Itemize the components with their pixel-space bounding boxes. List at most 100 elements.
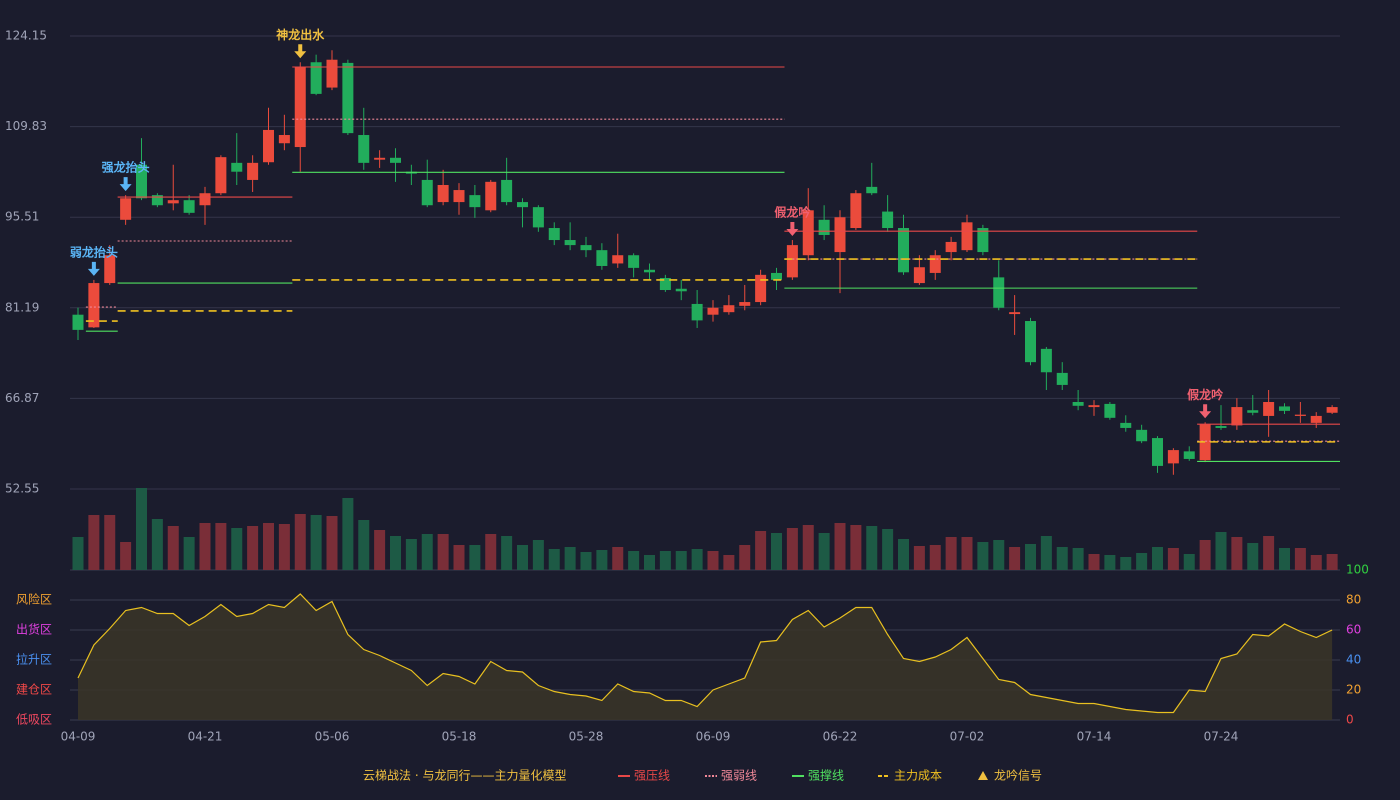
volume-bar	[1025, 544, 1036, 570]
candle-body	[167, 200, 179, 204]
volume-bar	[1183, 554, 1195, 570]
candle-body	[199, 193, 211, 206]
candle-body	[310, 62, 322, 94]
candle-body	[802, 210, 814, 256]
signal-arrow	[87, 261, 100, 276]
candle-body	[1009, 312, 1021, 315]
candle-body	[659, 278, 671, 291]
candle-body	[866, 186, 878, 194]
candle-body	[1152, 438, 1163, 466]
zone-label: 拉升区	[16, 652, 52, 667]
candle-body	[437, 184, 449, 203]
volume-bar	[421, 534, 433, 570]
y-tick-label: 81.19	[5, 300, 39, 314]
volume-bar	[1231, 537, 1243, 570]
volume-bar	[596, 550, 608, 570]
volume-bar	[199, 523, 211, 570]
candle-body	[675, 288, 687, 292]
candle-body	[183, 200, 195, 213]
indicator-tick-label: 100	[1346, 563, 1369, 577]
candle-body	[1104, 403, 1116, 418]
candle-body	[1294, 414, 1306, 416]
volume-bar	[755, 531, 767, 570]
legend-label: 龙吟信号	[994, 768, 1042, 783]
x-tick-label: 05-28	[569, 730, 604, 744]
volume-bar	[120, 542, 132, 570]
volume-bar	[739, 545, 751, 570]
candle-body	[231, 162, 243, 172]
volume-bar	[723, 555, 735, 570]
signal-label: 弱龙抬头	[70, 244, 118, 259]
volume-bar	[644, 555, 655, 570]
candle-body	[278, 135, 290, 144]
volume-bar	[151, 519, 163, 570]
candle-body	[739, 302, 751, 306]
volume-bar	[1040, 536, 1052, 570]
candle-body	[342, 62, 354, 134]
volume-bar	[1136, 553, 1148, 570]
candle-body	[1247, 410, 1259, 413]
volume-bar	[993, 540, 1005, 570]
x-tick-label: 07-24	[1204, 730, 1239, 744]
candle-body	[1136, 429, 1148, 442]
candle-body	[358, 135, 370, 163]
volume-bar	[580, 552, 592, 570]
candle-body	[104, 255, 116, 284]
volume-bar	[1056, 547, 1068, 570]
candle-body	[898, 228, 909, 273]
zone-label: 风险区	[16, 592, 52, 607]
volume-bar	[532, 540, 544, 570]
volume-bar	[945, 537, 957, 570]
candle-body	[723, 305, 735, 313]
candle-body	[72, 314, 84, 330]
legend-title: 云梯战法 · 与龙同行——主力量化模型	[363, 769, 566, 783]
volume-bar	[374, 530, 386, 570]
volume-bar	[88, 515, 100, 570]
candle-body	[1040, 348, 1052, 373]
signal-arrow	[1199, 404, 1212, 419]
volume-bar	[1215, 532, 1227, 570]
candle-body	[453, 190, 465, 203]
candle-body	[1215, 426, 1227, 428]
volume-bar	[929, 545, 941, 570]
volume-bar	[882, 529, 894, 570]
candle-body	[88, 283, 100, 328]
x-tick-label: 04-09	[61, 730, 96, 744]
candle-body	[1120, 422, 1132, 428]
volume-bar	[1009, 547, 1021, 570]
candle-body	[771, 272, 782, 280]
candle-body	[247, 162, 259, 180]
legend-label: 强压线	[634, 769, 670, 783]
candle-body	[596, 250, 608, 266]
volume-bar	[390, 536, 401, 570]
volume-bar	[136, 488, 147, 570]
candle-body	[1088, 405, 1100, 408]
signal-label: 假龙吟	[774, 205, 810, 220]
volume-bar	[167, 526, 179, 570]
candle-body	[548, 228, 560, 241]
x-tick-label: 04-21	[188, 730, 223, 744]
volume-bar	[628, 551, 640, 570]
volume-bar	[1294, 548, 1306, 570]
x-tick-label: 06-09	[696, 730, 731, 744]
y-tick-label: 52.55	[5, 482, 39, 496]
volume-bar	[1199, 540, 1211, 570]
candle-body	[755, 274, 767, 303]
indicator-area	[78, 594, 1333, 720]
candle-body	[612, 255, 624, 264]
volume-bar	[786, 528, 798, 570]
volume-bar	[501, 536, 513, 570]
x-tick-label: 06-22	[823, 730, 858, 744]
candle-body	[707, 307, 719, 315]
volume-bar	[1310, 555, 1322, 570]
candle-body	[993, 277, 1005, 308]
signal-arrow	[119, 177, 132, 192]
volume-bar	[564, 547, 576, 570]
volume-bar	[850, 525, 862, 570]
volume-bar	[612, 547, 624, 570]
indicator-line	[77, 593, 1333, 714]
candle-body	[564, 240, 576, 246]
x-tick-label: 07-02	[950, 730, 985, 744]
candle-body	[1231, 407, 1243, 426]
candle-body	[532, 207, 544, 228]
